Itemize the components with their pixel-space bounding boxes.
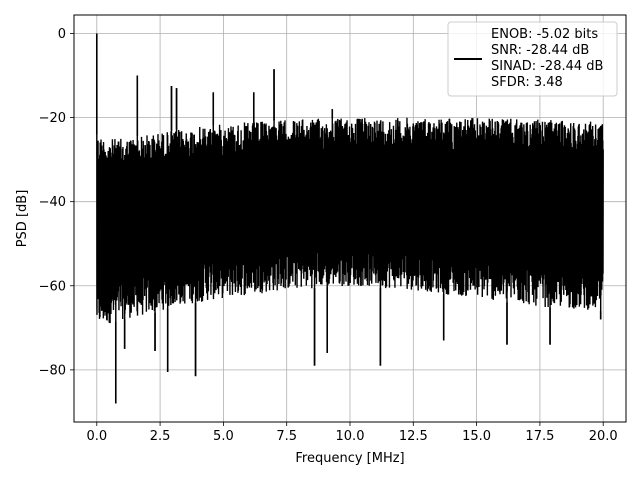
y-tick-label: −60 <box>39 279 66 294</box>
y-tick-label: −80 <box>39 363 66 378</box>
legend-line-text: SNR: -28.44 dB <box>491 43 589 58</box>
series-group <box>95 33 604 404</box>
x-axis-label: Frequency [MHz] <box>295 451 404 466</box>
x-axis: 0.0 2.5 5.0 7.5 10.0 12.5 15.0 17.5 20.0 <box>86 422 618 444</box>
y-tick-label: −40 <box>39 195 66 210</box>
y-axis: 0 −20 −40 −60 −80 <box>39 27 74 378</box>
y-tick-label: 0 <box>58 27 66 42</box>
legend-line-text: ENOB: -5.02 bits <box>491 27 598 42</box>
x-tick-label: 5.0 <box>213 429 234 444</box>
x-tick-label: 7.5 <box>276 429 297 444</box>
legend-line-text: SFDR: 3.48 <box>491 75 563 90</box>
x-tick-label: 0.0 <box>86 429 107 444</box>
x-tick-label: 2.5 <box>150 429 171 444</box>
y-axis-label: PSD [dB] <box>15 190 30 248</box>
x-tick-label: 17.5 <box>525 429 554 444</box>
legend-line-text: SINAD: -28.44 dB <box>491 59 603 74</box>
legend-box <box>447 21 618 97</box>
legend-entry: ENOB: -5.02 bits SNR: -28.44 dB SINAD: -28… <box>491 27 603 90</box>
x-tick-label: 12.5 <box>399 429 428 444</box>
y-tick-label: −20 <box>39 111 66 126</box>
x-tick-label: 15.0 <box>462 429 491 444</box>
x-tick-label: 20.0 <box>589 429 618 444</box>
legend: ENOB: -5.02 bits SNR: -28.44 dB SINAD: -28… <box>447 21 618 97</box>
psd-line <box>96 33 604 404</box>
x-tick-label: 10.0 <box>336 429 365 444</box>
